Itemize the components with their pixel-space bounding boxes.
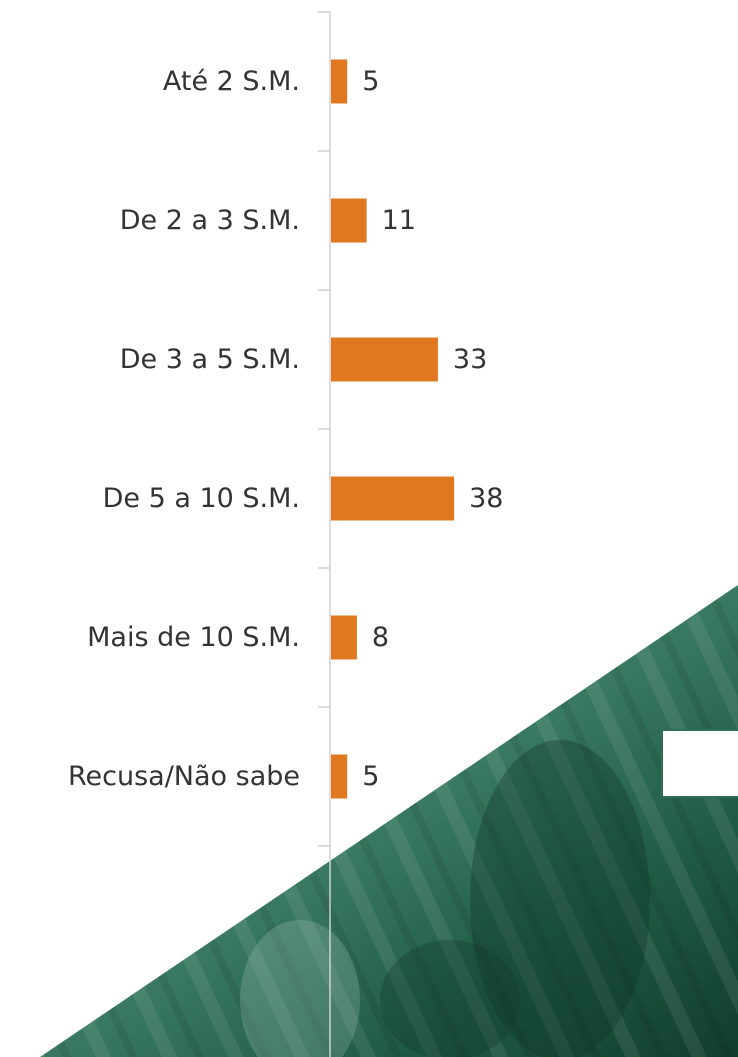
y-tick-label: Mais de 10 S.M. xyxy=(87,622,300,653)
y-tick-label: Até 2 S.M. xyxy=(163,66,300,97)
bar xyxy=(331,338,438,382)
background-photo xyxy=(40,585,738,1057)
data-label: 33 xyxy=(453,344,487,375)
data-label: 8 xyxy=(372,622,389,653)
y-tick-label: Recusa/Não sabe xyxy=(68,761,300,792)
y-tick-label: De 5 a 10 S.M. xyxy=(103,483,300,514)
data-label: 11 xyxy=(382,205,416,236)
data-label: 38 xyxy=(469,483,503,514)
bar xyxy=(331,60,347,104)
bar xyxy=(331,755,347,799)
data-label: 5 xyxy=(362,66,379,97)
y-tick-label: De 2 a 3 S.M. xyxy=(120,205,300,236)
y-tick-label: De 3 a 5 S.M. xyxy=(120,344,300,375)
bar xyxy=(331,199,367,243)
chart: Até 2 S.M. 5 De 2 a 3 S.M. 11 De 3 a 5 S.M. 3… xyxy=(0,0,738,1057)
bar xyxy=(331,477,454,521)
data-label: 5 xyxy=(362,761,379,792)
bar xyxy=(331,616,357,660)
